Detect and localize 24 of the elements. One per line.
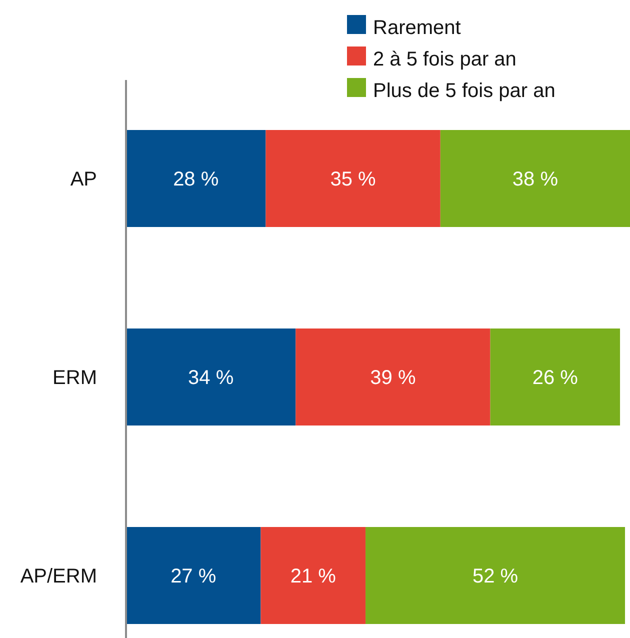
bar — [126, 527, 261, 624]
bar — [260, 527, 366, 624]
data-label: 21 % — [290, 566, 336, 588]
bar — [296, 328, 490, 426]
legend-label: Plus de 5 fois par an — [373, 80, 556, 102]
bar — [366, 527, 626, 624]
bar — [490, 328, 620, 426]
bar — [126, 328, 296, 426]
bar — [266, 130, 440, 227]
data-label: 28 % — [173, 168, 219, 190]
data-label: 38 % — [512, 168, 558, 190]
data-label: 26 % — [532, 367, 578, 389]
data-label: 27 % — [170, 566, 216, 588]
legend-label: 2 à 5 fois par an — [373, 48, 516, 70]
y-tick-label: AP/ERM — [20, 566, 97, 588]
bar — [126, 130, 266, 227]
data-label: 35 % — [330, 168, 376, 190]
data-label: 39 % — [370, 367, 416, 389]
y-tick-label: ERM — [52, 367, 97, 389]
bar — [440, 130, 630, 227]
legend-label: Rarement — [373, 17, 462, 39]
data-label: 52 % — [472, 566, 518, 588]
y-tick-label: AP — [70, 168, 97, 190]
data-label: 34 % — [188, 367, 234, 389]
